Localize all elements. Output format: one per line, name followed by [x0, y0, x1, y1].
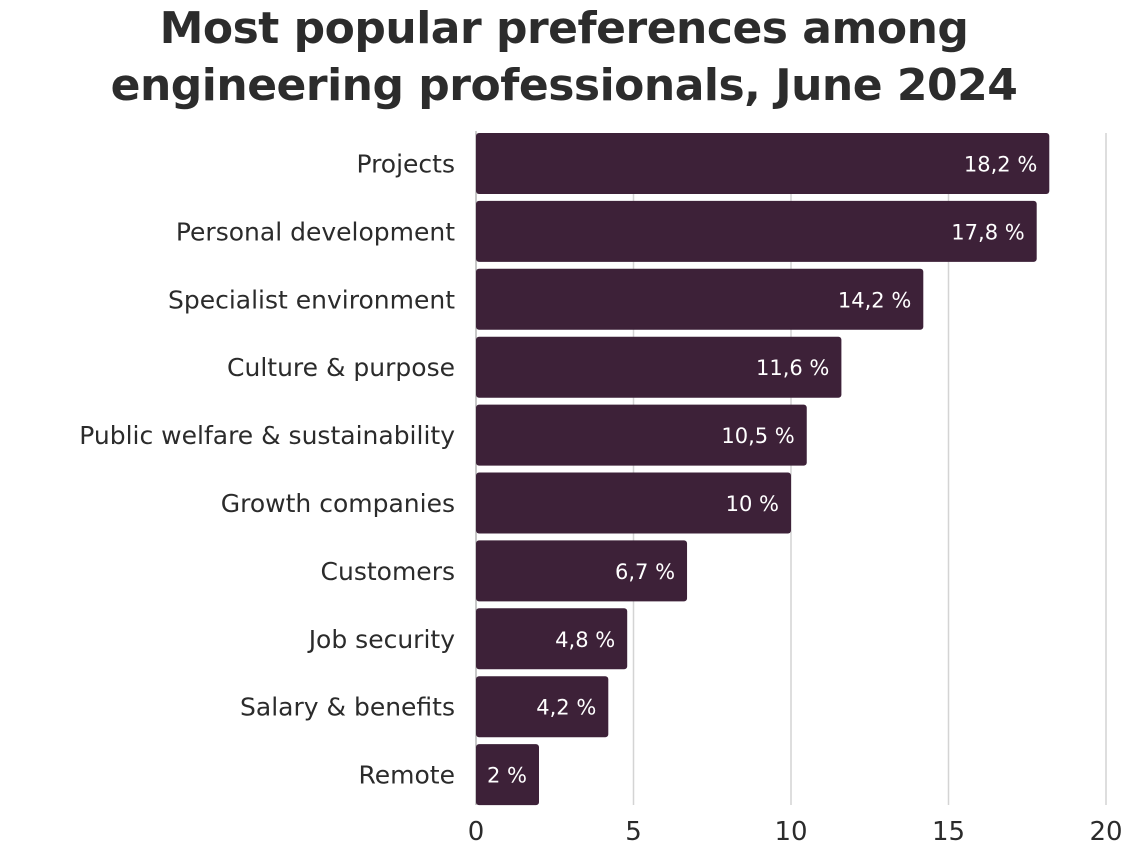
- bar: [476, 268, 924, 330]
- bar: [476, 200, 1037, 262]
- bar-value-label: 4,8 %: [555, 628, 615, 652]
- bar-value-label: 6,7 %: [615, 560, 675, 584]
- bar: [476, 336, 842, 398]
- bar-value-label: 17,8 %: [951, 220, 1024, 244]
- chart-title-line-1: Most popular preferences among: [159, 3, 969, 54]
- x-axis-ticks: 0 5 10 15 20: [468, 817, 1123, 846]
- category-label: Projects: [356, 150, 455, 179]
- x-tick-label-15: 15: [932, 817, 965, 846]
- category-label: Personal development: [176, 217, 455, 246]
- x-tick-label-20: 20: [1089, 817, 1122, 846]
- bar: [476, 676, 609, 738]
- category-label: Job security: [307, 625, 456, 654]
- bar: [476, 133, 1050, 194]
- bar-value-label: 2 %: [487, 764, 527, 788]
- bar-value-label: 10 %: [726, 492, 779, 516]
- category-label: Remote: [359, 761, 455, 790]
- bar-value-label: 14,2 %: [838, 288, 911, 312]
- category-label: Public welfare & sustainability: [79, 421, 455, 450]
- bar-value-label: 11,6 %: [756, 356, 829, 380]
- bars: 18,2 % 17,8 % 14,2 % 11,6 % 10,5 % 10 % 6,7 % 4…: [476, 133, 1050, 806]
- x-tick-label-10: 10: [774, 817, 807, 846]
- x-tick-label-5: 5: [625, 817, 642, 846]
- chart-title: Most popular preferences among engineeri…: [0, 0, 1128, 114]
- category-labels: Projects Personal development Specialist e…: [79, 150, 455, 790]
- bar: [476, 540, 688, 602]
- category-label: Culture & purpose: [227, 353, 455, 382]
- category-label: Growth companies: [221, 489, 455, 518]
- bar: [476, 608, 628, 670]
- chart-title-line-2: engineering professionals, June 2024: [110, 60, 1018, 111]
- category-label: Salary & benefits: [240, 693, 455, 722]
- bar: [476, 744, 539, 806]
- bar: [476, 404, 807, 466]
- bar: [476, 472, 791, 534]
- bar-value-label: 4,2 %: [536, 696, 596, 720]
- bar-value-label: 18,2 %: [964, 153, 1037, 177]
- category-label: Specialist environment: [168, 285, 455, 314]
- x-tick-label-0: 0: [468, 817, 485, 846]
- bar-value-label: 10,5 %: [721, 424, 794, 448]
- category-label: Customers: [321, 557, 455, 586]
